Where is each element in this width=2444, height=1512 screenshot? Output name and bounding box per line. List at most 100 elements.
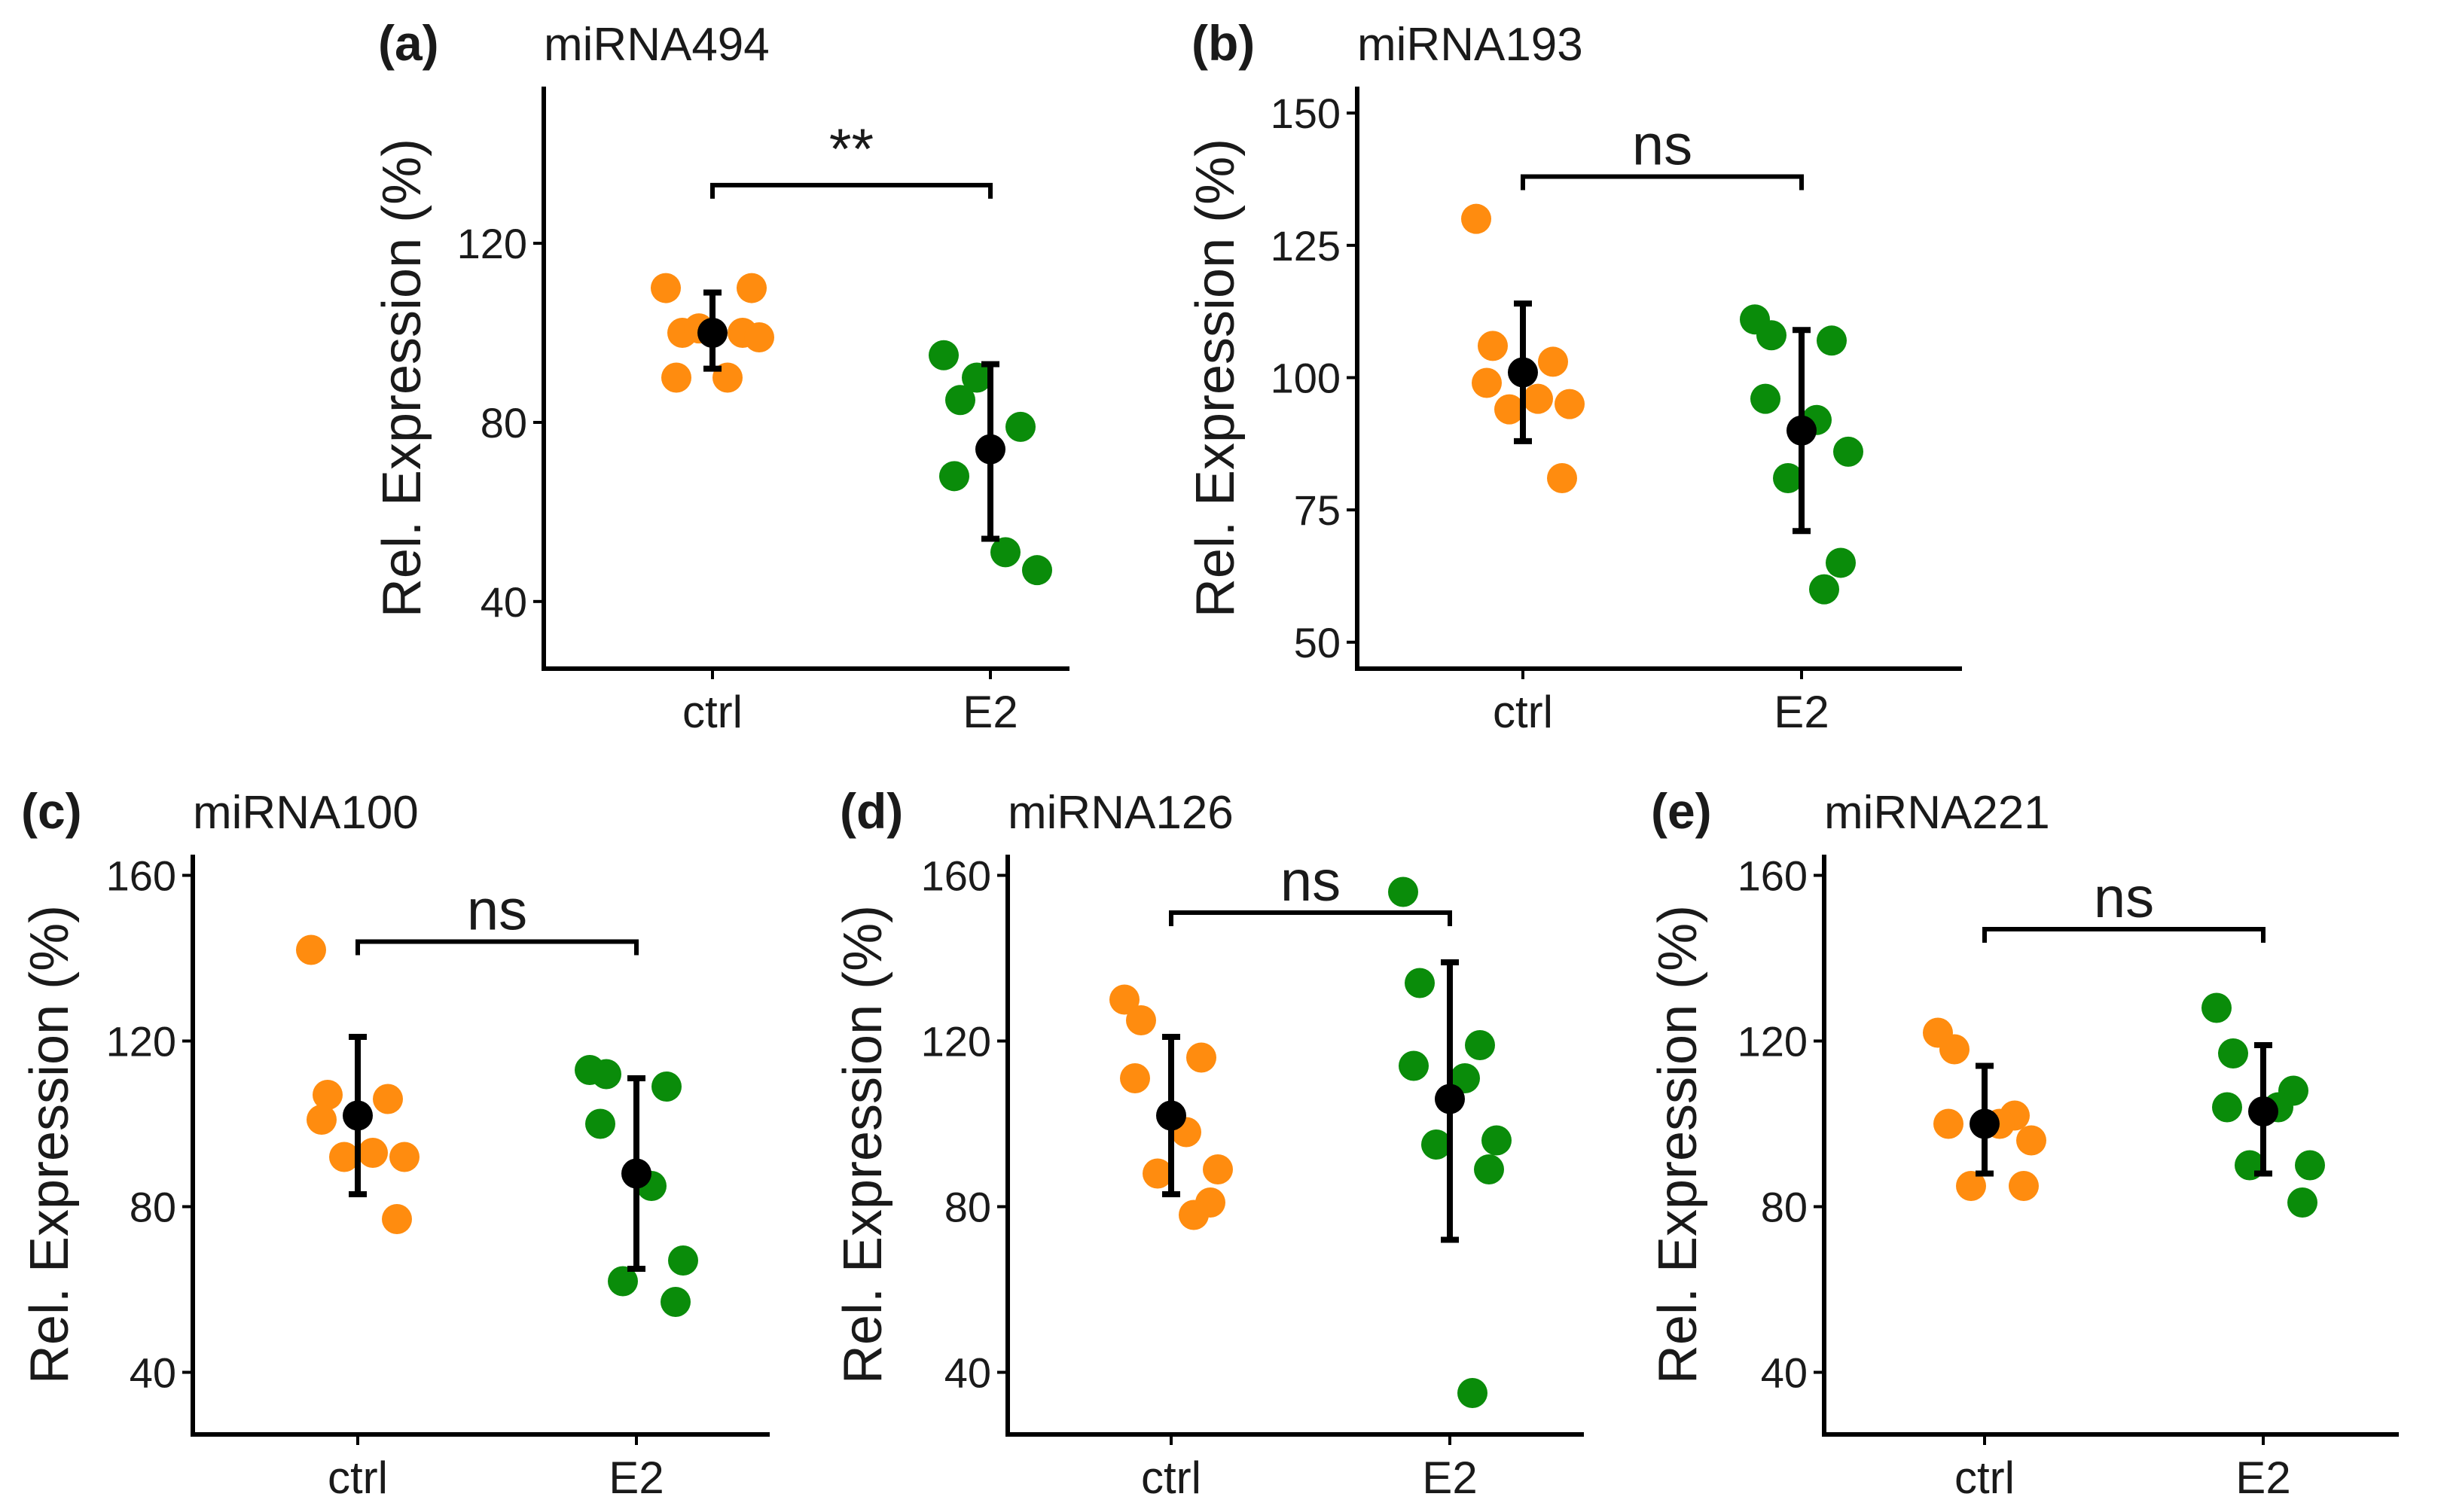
y-tick-label: 100 [1271,355,1341,402]
panel-title: miRNA100 [193,787,419,839]
mean-point-ctrl [1508,357,1538,388]
axes-frame [1355,87,1962,671]
y-tick-label: 125 [1271,222,1341,270]
data-point-ctrl [358,1138,388,1168]
y-tick-label: 50 [1294,619,1341,666]
data-point-ctrl [1956,1171,1986,1201]
mean-point-E2 [975,434,1005,465]
data-point-ctrl [661,362,691,393]
y-tick-label: 160 [921,852,991,900]
data-point-ctrl [1461,203,1491,234]
data-point-ctrl [307,1105,337,1135]
panel-label: (e) [1651,783,1712,839]
significance-label: ** [829,117,874,181]
data-point-ctrl [1939,1034,1970,1065]
data-point-ctrl [329,1142,359,1172]
y-axis-label: Rel. Expression (%) [372,139,432,617]
data-point-ctrl [1109,984,1140,1015]
data-point-ctrl [1555,389,1585,419]
data-point-E2 [962,362,992,393]
data-point-E2 [929,340,959,370]
y-tick-label: 75 [1294,486,1341,534]
data-point-ctrl [651,273,681,303]
data-point-E2 [1450,1063,1480,1093]
data-point-E2 [1005,411,1036,442]
data-point-ctrl [1126,1005,1156,1035]
data-point-E2 [1773,463,1803,494]
data-point-E2 [1421,1129,1451,1160]
y-tick-label: 80 [944,1184,991,1231]
mean-point-ctrl [697,318,728,349]
y-tick-label: 120 [457,220,527,267]
data-point-ctrl [1547,463,1577,494]
y-tick-label: 120 [921,1018,991,1065]
x-tick-label: E2 [963,687,1018,737]
axes-frame [1822,855,2399,1437]
y-tick-label: 160 [106,852,176,900]
data-point-ctrl [296,934,326,965]
significance-bracket [1521,174,1804,191]
data-point-ctrl [389,1142,420,1172]
y-tick-label: 150 [1271,90,1341,137]
data-point-E2 [651,1072,682,1102]
significance-bracket [710,182,993,199]
panel-label: (c) [21,783,82,839]
x-tick-label: ctrl [682,687,743,737]
y-tick-label: 160 [1738,852,1808,900]
significance-label: ns [1632,113,1692,177]
mean-point-E2 [1435,1084,1465,1114]
data-point-E2 [1826,547,1856,578]
x-tick-label: E2 [2235,1453,2290,1503]
data-point-ctrl [382,1204,412,1234]
y-tick-label: 80 [1761,1184,1808,1231]
axes-frame [191,855,770,1437]
data-point-ctrl [1494,394,1524,425]
y-tick-label: 120 [106,1018,176,1065]
data-point-ctrl [2016,1125,2046,1156]
data-point-E2 [1022,555,1052,586]
data-point-ctrl [737,273,767,303]
x-tick-label: ctrl [1141,1453,1201,1503]
data-point-E2 [1817,325,1847,356]
data-point-ctrl [744,322,774,352]
data-point-E2 [1457,1378,1487,1408]
data-point-ctrl [1143,1158,1173,1189]
data-point-ctrl [1203,1154,1233,1184]
panel-label: (b) [1191,15,1255,71]
data-point-ctrl [1478,331,1508,361]
significance-label: ns [467,879,527,943]
panel-label: (a) [378,15,439,71]
data-point-E2 [1809,574,1839,605]
data-point-ctrl [1120,1063,1150,1093]
data-point-ctrl [1186,1042,1216,1073]
y-tick-label: 40 [130,1349,176,1397]
x-tick-label: ctrl [1954,1453,2015,1503]
panel-title: miRNA494 [544,19,770,71]
data-point-ctrl [1933,1108,1963,1139]
panel-title: miRNA193 [1357,19,1583,71]
y-tick-label: 40 [1761,1349,1808,1397]
y-axis-label: Rel. Expression (%) [20,905,80,1384]
data-point-ctrl [1472,367,1502,398]
y-tick-label: 40 [481,578,527,626]
axes-frame [1005,855,1584,1437]
y-axis-label: Rel. Expression (%) [1185,139,1246,617]
data-point-ctrl [1523,383,1553,414]
significance-bracket [355,939,639,956]
data-point-E2 [1474,1154,1504,1184]
x-tick-label: E2 [609,1453,664,1503]
data-point-ctrl [1538,346,1568,377]
data-point-E2 [2201,992,2232,1023]
mean-point-ctrl [343,1100,373,1131]
data-point-ctrl [1179,1200,1209,1230]
y-tick-label: 120 [1738,1018,1808,1065]
y-tick-label: 40 [944,1349,991,1397]
data-point-E2 [1481,1125,1512,1156]
mean-point-E2 [621,1158,651,1189]
significance-bracket [1169,910,1452,926]
x-tick-label: E2 [1422,1453,1477,1503]
y-tick-label: 80 [130,1184,176,1231]
x-tick-label: ctrl [328,1453,388,1503]
significance-label: ns [2094,866,2154,930]
